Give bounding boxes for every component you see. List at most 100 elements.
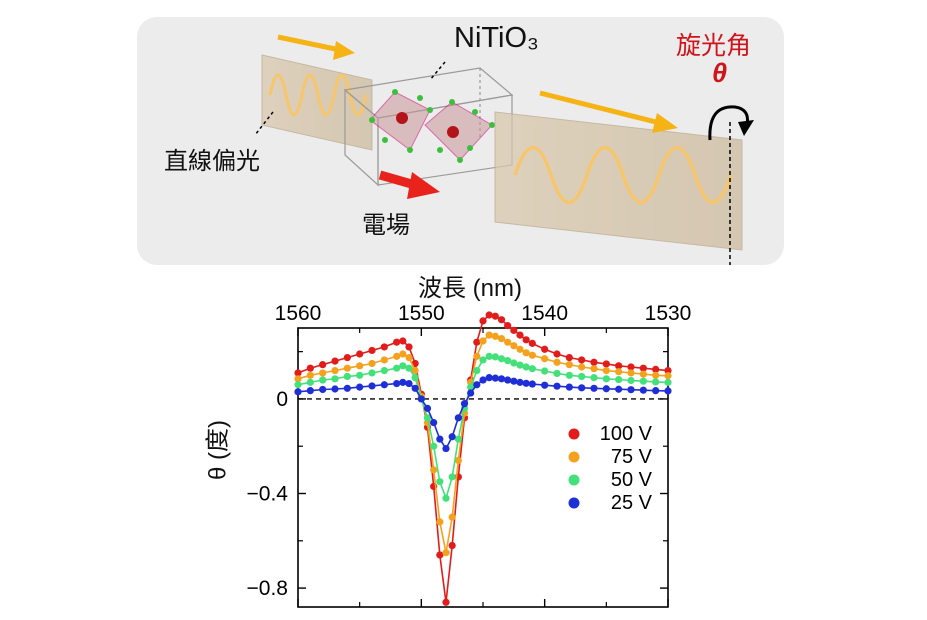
data-point <box>368 359 376 368</box>
data-point <box>448 513 456 521</box>
data-point <box>590 384 598 392</box>
data-point <box>294 375 302 383</box>
data-point <box>602 375 610 383</box>
data-point <box>356 383 364 391</box>
data-point <box>497 375 506 383</box>
data-point <box>664 387 672 395</box>
data-point <box>430 418 438 427</box>
legend-marker <box>568 474 580 486</box>
data-point <box>460 400 469 408</box>
data-point <box>473 366 481 375</box>
data-point <box>504 338 512 346</box>
data-point <box>602 385 610 393</box>
data-point <box>664 378 672 386</box>
data-point <box>578 356 586 364</box>
data-point <box>436 478 444 486</box>
data-point <box>343 364 351 372</box>
data-point <box>485 352 493 360</box>
data-point <box>473 352 481 360</box>
data-point <box>393 364 401 372</box>
data-point <box>306 387 314 395</box>
data-point <box>380 343 388 351</box>
legend-label: 25 V <box>611 492 653 514</box>
data-point <box>442 494 450 502</box>
data-point <box>417 395 425 403</box>
transmitted-beam-arrow <box>539 90 678 133</box>
data-point <box>541 345 549 353</box>
data-point <box>411 384 419 392</box>
data-point <box>405 379 413 388</box>
data-point <box>590 365 598 373</box>
data-point <box>294 388 302 396</box>
legend-marker <box>568 451 580 463</box>
data-point <box>510 326 518 334</box>
data-point <box>356 362 364 370</box>
linear-polarization-label: 直線偏光 <box>164 148 260 175</box>
data-point <box>319 376 327 384</box>
data-point <box>541 367 549 375</box>
data-point <box>411 374 419 382</box>
x-tick-label: 1540 <box>521 302 568 325</box>
data-point <box>491 374 499 382</box>
data-point <box>565 371 573 379</box>
data-point <box>306 364 314 372</box>
data-point <box>541 355 549 363</box>
x-tick-label: 1550 <box>398 302 445 325</box>
data-point <box>380 356 388 364</box>
legend-label: 75 V <box>611 446 653 468</box>
data-point <box>467 389 475 397</box>
data-point <box>528 339 536 347</box>
data-point <box>448 541 456 550</box>
electric-field-label: 電場 <box>362 212 410 239</box>
y-tick-label: −0.8 <box>247 577 288 600</box>
data-point <box>393 338 401 346</box>
data-point <box>615 362 623 370</box>
data-point <box>627 369 635 377</box>
data-point <box>368 382 376 390</box>
data-point <box>436 435 444 443</box>
data-point <box>553 358 561 366</box>
data-point <box>664 366 672 375</box>
data-point <box>448 433 456 441</box>
data-point <box>639 364 647 372</box>
data-point <box>411 366 419 375</box>
data-point <box>565 353 573 362</box>
data-point <box>528 351 536 359</box>
data-point <box>368 369 376 377</box>
legend-label: 50 V <box>611 469 653 491</box>
data-point <box>504 357 512 365</box>
data-point <box>473 338 481 346</box>
x-tick-label: 1560 <box>275 302 322 325</box>
incident-beam-arrow <box>277 34 355 60</box>
data-point <box>510 342 518 350</box>
data-point <box>497 355 506 363</box>
data-point <box>331 385 339 393</box>
y-tick-label: 0 <box>276 388 288 411</box>
data-point <box>319 361 327 369</box>
data-point <box>343 384 351 392</box>
data-point <box>522 379 530 387</box>
data-point <box>553 350 561 358</box>
data-point <box>306 378 314 386</box>
schematic-illustration <box>254 34 754 265</box>
data-point <box>528 365 536 373</box>
data-point <box>319 369 327 377</box>
octahedra <box>369 89 495 163</box>
data-point <box>652 387 660 395</box>
data-point <box>479 356 487 364</box>
data-point <box>423 404 432 412</box>
data-point <box>516 378 524 386</box>
data-point <box>343 353 351 362</box>
data-point <box>294 369 302 377</box>
data-point <box>639 370 647 378</box>
data-point <box>473 381 481 389</box>
data-point <box>393 379 401 388</box>
data-point <box>331 375 339 383</box>
data-point <box>399 378 407 386</box>
data-point <box>615 375 623 384</box>
data-point <box>405 364 413 372</box>
data-point <box>399 350 407 358</box>
data-point <box>491 312 499 320</box>
data-point <box>442 549 450 557</box>
